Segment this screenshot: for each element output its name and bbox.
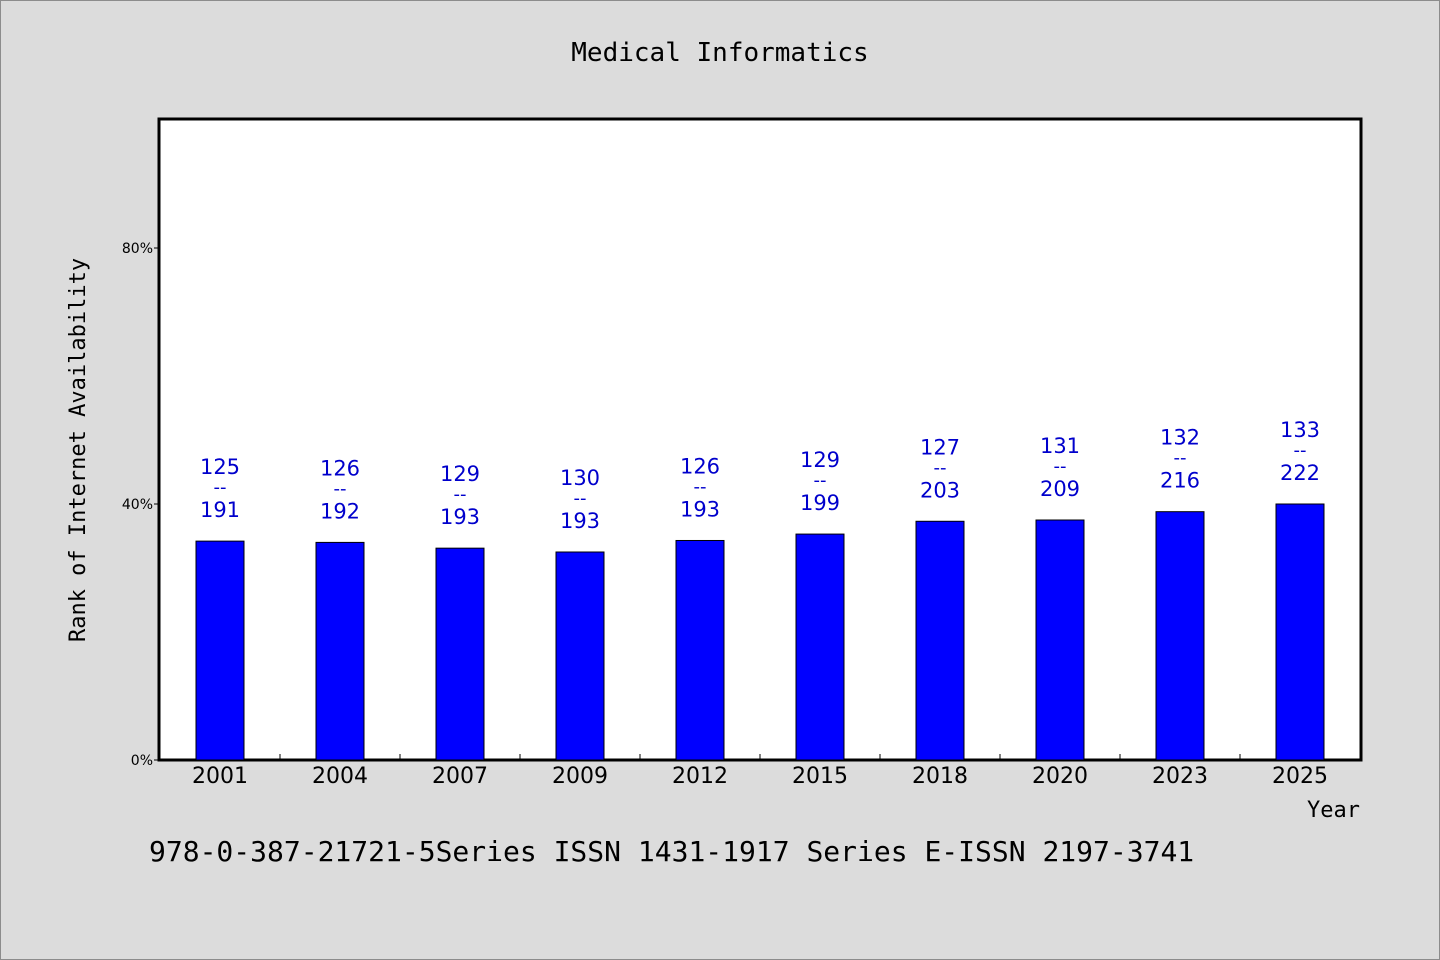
- bar-2018: [915, 520, 965, 761]
- bar-2020: [1035, 519, 1085, 761]
- data-label-separator-2018: --: [934, 457, 947, 478]
- x-tick-label-2020: 2020: [1032, 764, 1088, 789]
- data-label-top-2009: 130: [560, 466, 600, 490]
- bar-2004: [315, 541, 365, 761]
- data-label-bottom-2004: 192: [320, 499, 360, 523]
- data-label-bottom-2018: 203: [920, 478, 960, 502]
- bar-2015: [795, 533, 845, 761]
- data-label-bottom-2025: 222: [1280, 461, 1320, 485]
- data-label-bottom-2015: 199: [800, 491, 840, 515]
- data-label-top-2015: 129: [800, 448, 840, 472]
- data-label-separator-2007: --: [454, 484, 467, 505]
- data-label-separator-2025: --: [1294, 440, 1307, 461]
- x-tick-label-2007: 2007: [432, 764, 488, 789]
- bar-2025: [1275, 503, 1325, 761]
- bar-2007: [435, 547, 485, 761]
- bar-2001: [195, 540, 245, 761]
- data-label-separator-2001: --: [214, 477, 227, 498]
- x-axis-label: Year: [1307, 798, 1360, 823]
- data-label-top-2020: 131: [1040, 434, 1080, 458]
- data-label-bottom-2023: 216: [1160, 469, 1200, 493]
- y-tick-label-0: 0%: [131, 753, 153, 769]
- data-label-bottom-2007: 193: [440, 505, 480, 529]
- y-tick-label-2: 80%: [122, 241, 153, 257]
- data-label-separator-2009: --: [574, 488, 587, 509]
- data-label-top-2012: 126: [680, 454, 720, 478]
- bar-2009: [555, 551, 605, 761]
- bar-2012: [675, 539, 725, 761]
- data-label-bottom-2009: 193: [560, 509, 600, 533]
- data-label-top-2025: 133: [1280, 418, 1320, 442]
- x-tick-label-2015: 2015: [792, 764, 848, 789]
- data-label-top-2023: 132: [1160, 426, 1200, 450]
- x-tick-label-2009: 2009: [552, 764, 608, 789]
- chart-title: Medical Informatics: [571, 38, 868, 68]
- x-tick-label-2023: 2023: [1152, 764, 1208, 789]
- x-tick-label-2025: 2025: [1272, 764, 1328, 789]
- data-label-separator-2020: --: [1054, 456, 1067, 477]
- data-label-top-2007: 129: [440, 462, 480, 486]
- x-tick-label-2012: 2012: [672, 764, 728, 789]
- footer-issn: 978-0-387-21721-5Series ISSN 1431-1917 S…: [149, 835, 1194, 868]
- data-label-bottom-2001: 191: [200, 498, 240, 522]
- data-label-bottom-2012: 193: [680, 497, 720, 521]
- data-label-separator-2004: --: [334, 478, 347, 499]
- data-label-top-2004: 126: [320, 456, 360, 480]
- x-tick-label-2018: 2018: [912, 764, 968, 789]
- data-label-separator-2012: --: [694, 476, 707, 497]
- data-label-separator-2023: --: [1174, 448, 1187, 469]
- data-label-top-2001: 125: [200, 455, 240, 479]
- data-label-bottom-2020: 209: [1040, 477, 1080, 501]
- data-label-top-2018: 127: [920, 435, 960, 459]
- y-tick-label-1: 40%: [122, 497, 153, 513]
- data-label-separator-2015: --: [814, 470, 827, 491]
- bar-2023: [1155, 511, 1205, 761]
- x-tick-label-2004: 2004: [312, 764, 368, 789]
- x-tick-label-2001: 2001: [192, 764, 248, 789]
- y-axis-label: Rank of Internet Availability: [66, 258, 91, 642]
